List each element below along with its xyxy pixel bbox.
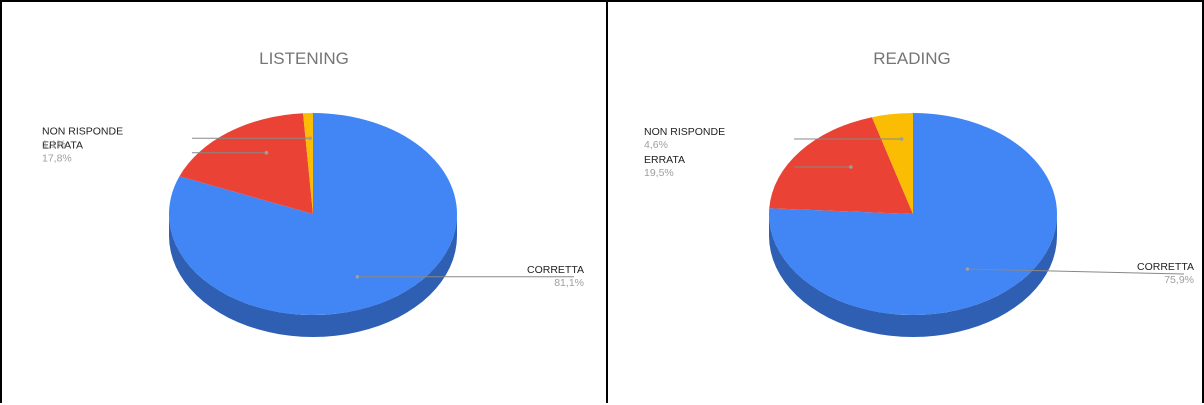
pie-slice-corretta: [768, 113, 1057, 315]
pie-slice-errata: [769, 117, 913, 214]
slice-label-non-risponde: NON RISPONDE: [644, 126, 725, 138]
slice-label-corretta: CORRETTA: [1137, 261, 1194, 273]
chart-title: LISTENING: [259, 49, 349, 68]
slice-label-non-risponde: NON RISPONDE: [42, 125, 123, 137]
leader-dot: [965, 267, 970, 271]
slice-value-corretta: 81,1%: [554, 277, 584, 289]
leader-dot: [308, 136, 313, 141]
slice-value-errata: 19,5%: [644, 167, 674, 179]
chart-panel-listening: LISTENING CORRETTA 81,1% ERRATA 17,8% NON RI…: [0, 0, 608, 403]
slice-value-errata: 17,8%: [42, 153, 72, 165]
pie-side-corretta: [769, 214, 1057, 337]
leader-dot: [264, 150, 269, 155]
leader-dot: [355, 274, 360, 279]
slice-value-corretta: 75,9%: [1164, 274, 1194, 286]
leader-dot: [849, 165, 853, 169]
slice-value-non-risponde: 4,6%: [644, 139, 668, 151]
pie-top: [768, 113, 1057, 315]
pie-side-walls: [169, 214, 457, 337]
slice-label-errata: ERRATA: [42, 140, 83, 152]
slice-label-errata: ERRATA: [644, 154, 685, 166]
pie-slice-corretta: [169, 113, 458, 316]
chart-title: READING: [873, 49, 950, 68]
leader-line: [967, 268, 1185, 275]
slice-label-corretta: CORRETTA: [527, 264, 584, 276]
pie-side-walls: [769, 214, 1057, 337]
chart-panel-reading: READING CORRETTA 75,9% ERRATA 19,5% NON RISP…: [606, 0, 1204, 403]
pie-top: [169, 113, 458, 316]
pie-side-corretta: [169, 214, 457, 337]
slice-value-non-risponde: 1,1%: [42, 138, 66, 150]
leader-dot: [899, 137, 904, 141]
